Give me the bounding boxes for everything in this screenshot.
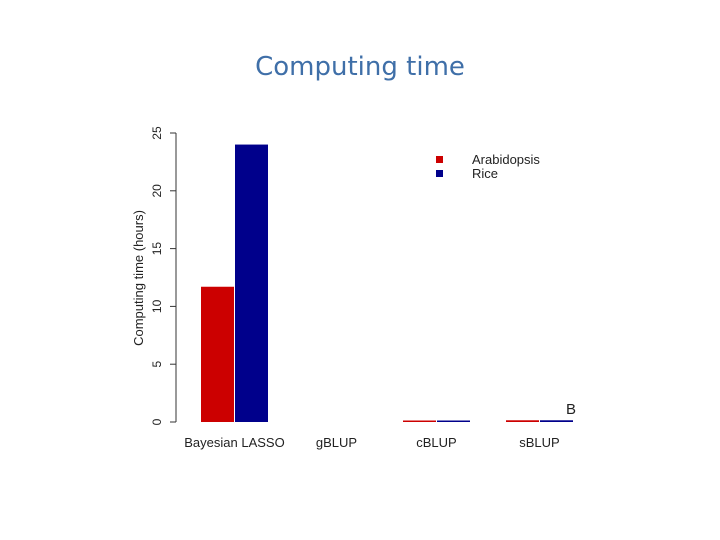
- legend-label: Arabidopsis: [472, 152, 540, 167]
- y-ticks: 0 5 10 15 20 25: [150, 126, 176, 425]
- category-labels: Bayesian LASSO gBLUP cBLUP sBLUP: [184, 435, 559, 450]
- y-tick-label: 25: [150, 126, 164, 140]
- category-label: gBLUP: [316, 435, 357, 450]
- legend-swatch: [436, 156, 443, 163]
- y-tick-label: 0: [150, 418, 164, 425]
- y-tick-label: 10: [150, 299, 164, 313]
- y-tick-label: 15: [150, 242, 164, 256]
- category-label: Bayesian LASSO: [184, 435, 284, 450]
- category-label: sBLUP: [519, 435, 559, 450]
- panel-label: B: [566, 401, 576, 418]
- category-label: cBLUP: [416, 435, 456, 450]
- bar-rice-3: [540, 420, 573, 422]
- y-axis-title: Computing time (hours): [131, 210, 146, 346]
- bar-rice-0: [235, 144, 268, 422]
- bar-arabidopsis-2: [403, 420, 436, 422]
- bar-arabidopsis-0: [201, 286, 234, 422]
- y-tick-label: 20: [150, 184, 164, 198]
- legend-label: Rice: [472, 166, 498, 181]
- bars: [201, 144, 573, 422]
- bar-arabidopsis-3: [506, 420, 539, 422]
- bar-rice-2: [437, 420, 470, 422]
- slide-title: Computing time: [255, 52, 465, 82]
- legend-swatch: [436, 170, 443, 177]
- y-tick-label: 5: [150, 361, 164, 368]
